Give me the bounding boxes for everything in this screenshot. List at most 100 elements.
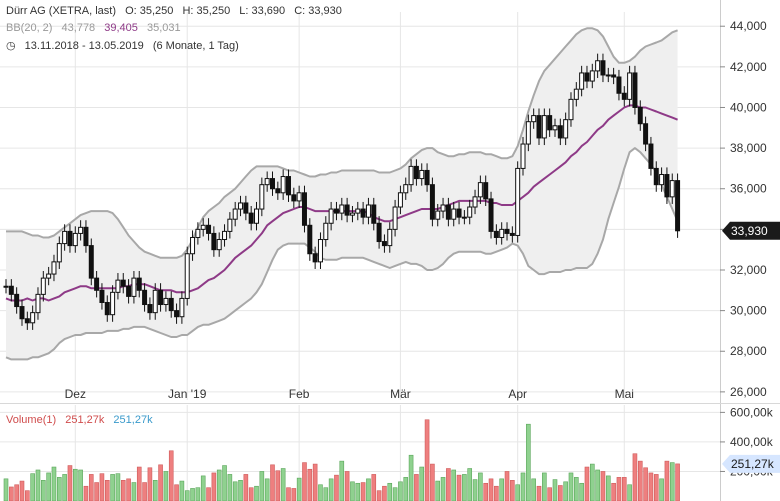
volume-bar xyxy=(462,474,467,501)
volume-bar xyxy=(120,480,126,501)
volume-bar xyxy=(67,465,73,501)
volume-bar xyxy=(558,485,563,501)
last-volume-badge xyxy=(722,454,780,473)
candle-body xyxy=(445,204,451,220)
volume-bar xyxy=(83,485,89,501)
volume-bar xyxy=(653,474,659,501)
price-tick-label: 38,000 xyxy=(730,141,767,155)
candle-body xyxy=(456,208,462,218)
candle-body xyxy=(190,236,196,255)
candle-body xyxy=(312,253,318,263)
candle-body xyxy=(381,241,387,247)
candle-body xyxy=(296,192,302,202)
volume-bar xyxy=(238,480,243,501)
price-tick-label: 32,000 xyxy=(730,263,767,277)
candle-body xyxy=(254,208,260,224)
volume-bar xyxy=(46,472,51,501)
candle-body xyxy=(360,208,366,218)
volume-bar xyxy=(605,475,611,501)
candle-body xyxy=(285,176,291,196)
candle-body xyxy=(573,88,579,100)
volume-bar xyxy=(515,484,520,501)
bb-upper-value: 43,778 xyxy=(61,22,96,34)
candle-body xyxy=(184,253,190,299)
candle-body xyxy=(488,198,494,232)
price-tick-label: 36,000 xyxy=(730,182,767,196)
volume-bar xyxy=(227,474,233,501)
volume-bar xyxy=(243,474,249,501)
volume-bar xyxy=(104,480,110,501)
candle-body xyxy=(632,72,638,108)
candle-body xyxy=(419,169,425,180)
candle-body xyxy=(413,165,419,180)
volume-bar xyxy=(195,487,201,501)
candle-body xyxy=(195,228,201,238)
candle-body xyxy=(238,202,244,210)
candle-body xyxy=(520,143,526,169)
candle-body xyxy=(24,318,30,324)
volume-bar xyxy=(611,482,616,501)
volume-bar xyxy=(467,468,473,501)
volume-bar xyxy=(382,485,387,501)
close-value: C: 33,930 xyxy=(294,5,342,17)
range-header: ◷ 13.11.2018 - 13.05.2019 (6 Monate, 1 T… xyxy=(6,39,245,52)
volume-bar xyxy=(350,481,355,501)
candle-body xyxy=(365,204,371,218)
candle-body xyxy=(227,218,233,232)
volume-bar xyxy=(291,488,297,501)
volume-bar xyxy=(536,485,542,501)
volume-bar xyxy=(158,464,163,501)
volume-bar xyxy=(152,480,158,501)
volume-bar xyxy=(126,478,131,501)
candle-body xyxy=(270,178,275,190)
candle-body xyxy=(72,232,78,247)
volume-bar xyxy=(408,454,414,501)
bollinger-upper-line xyxy=(6,27,678,259)
volume-bar xyxy=(184,490,190,501)
volume-bar xyxy=(302,462,307,501)
volume-bar xyxy=(478,472,483,501)
volume-bar xyxy=(675,463,680,501)
candle-body xyxy=(584,72,590,82)
candle-body xyxy=(525,121,531,145)
candle-body xyxy=(248,212,254,224)
volume-bar xyxy=(222,465,227,501)
volume-label: Volume(1) xyxy=(6,414,57,426)
candle-body xyxy=(280,176,286,194)
candle-body xyxy=(643,123,649,145)
volume-bar xyxy=(392,487,398,501)
candle-body xyxy=(611,74,617,78)
candle-body xyxy=(8,285,14,295)
candle-body xyxy=(120,279,126,287)
volume-bar xyxy=(621,477,627,501)
volume-bar xyxy=(344,471,350,501)
candle-body xyxy=(131,277,137,297)
volume-bar xyxy=(371,474,377,501)
volume-bar xyxy=(424,419,430,501)
month-label: Feb xyxy=(289,387,310,401)
candle-body xyxy=(40,277,46,295)
volume-bar xyxy=(451,469,457,501)
volume-bar xyxy=(526,423,531,501)
volume-bar xyxy=(174,484,179,501)
candle-body xyxy=(531,115,537,123)
candle-body xyxy=(126,285,132,297)
volume-bar xyxy=(435,480,441,501)
candle-body xyxy=(477,182,483,198)
candle-body xyxy=(35,293,41,314)
candle-body xyxy=(78,226,84,234)
price-tick-label: 30,000 xyxy=(730,304,767,318)
volume-bar xyxy=(579,482,584,501)
candle-body xyxy=(291,194,297,202)
candle-body xyxy=(541,115,547,139)
candle-body xyxy=(600,60,606,76)
candle-body xyxy=(179,297,185,318)
volume-bar xyxy=(637,460,643,501)
ohlc-header: Dürr AG (XETRA, last) O: 35,250 H: 35,25… xyxy=(6,5,348,17)
volume-bar xyxy=(632,453,638,501)
candle-body xyxy=(275,188,281,194)
candle-body xyxy=(333,208,339,214)
volume-bar xyxy=(206,487,211,501)
candle-body xyxy=(403,184,409,194)
